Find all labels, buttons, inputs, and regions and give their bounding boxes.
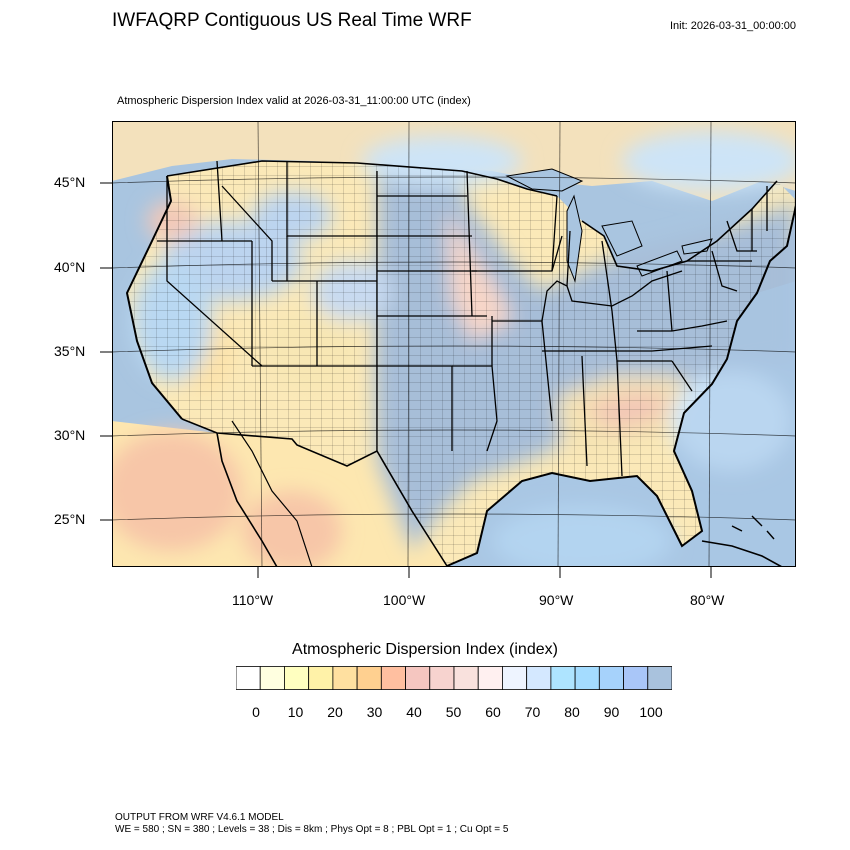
colorbar-tick-label: 40 (406, 704, 422, 720)
lat-label-40n: 40°N (54, 259, 86, 275)
colorbar-tick-label: 20 (327, 704, 343, 720)
colorbar-swatch (284, 666, 310, 690)
lat-label-45n: 45°N (54, 174, 86, 190)
lon-label-100w: 100°W (383, 592, 426, 608)
colorbar-swatch (236, 666, 261, 690)
colorbar (236, 666, 672, 690)
lon-label-90w: 90°W (539, 592, 574, 608)
footer-model: OUTPUT FROM WRF V4.6.1 MODEL (115, 812, 284, 823)
colorbar-swatch (647, 666, 672, 690)
colorbar-swatch (259, 666, 285, 690)
lon-ticks (257, 566, 712, 578)
colorbar-swatch (574, 666, 600, 690)
lat-label-25n: 25°N (54, 511, 86, 527)
lat-ticks (100, 182, 112, 521)
map-panel (112, 121, 796, 567)
colorbar-tick-label: 10 (287, 704, 304, 720)
colorbar-swatch (598, 666, 624, 690)
plot-subtitle: Atmospheric Dispersion Index valid at 20… (117, 95, 471, 107)
colorbar-tick-label: 100 (639, 704, 663, 720)
lon-label-80w: 80°W (690, 592, 725, 608)
colorbar-tick-label: 30 (366, 704, 383, 720)
init-time: Init: 2026-03-31_00:00:00 (670, 20, 796, 32)
colorbar-tick-label: 80 (564, 704, 580, 720)
colorbar-swatch (308, 666, 334, 690)
colorbar-swatch (332, 666, 358, 690)
colorbar-tick-label: 90 (603, 704, 620, 720)
colorbar-swatch (453, 666, 479, 690)
colorbar-swatch (623, 666, 649, 690)
colorbar-swatch (502, 666, 528, 690)
colorbar-tick-label: 70 (524, 704, 541, 720)
graticule (112, 121, 796, 567)
colorbar-swatch (429, 666, 455, 690)
colorbar-swatch (405, 666, 431, 690)
colorbar-title: Atmospheric Dispersion Index (index) (292, 641, 558, 658)
colorbar-tick-label: 50 (445, 704, 462, 720)
colorbar-swatch (526, 666, 552, 690)
field-layer (112, 121, 796, 567)
colorbar-swatch (356, 666, 382, 690)
plot-title: IWFAQRP Contiguous US Real Time WRF (112, 10, 472, 31)
colorbar-swatch (380, 666, 406, 690)
colorbar-swatch (550, 666, 576, 690)
colorbar-tick-label: 0 (252, 704, 260, 720)
footer-config: WE = 580 ; SN = 380 ; Levels = 38 ; Dis … (115, 824, 509, 835)
lon-label-110w: 110°W (232, 592, 274, 608)
colorbar-swatch (477, 666, 503, 690)
lat-label-35n: 35°N (54, 343, 86, 359)
lat-label-30n: 30°N (54, 427, 86, 443)
colorbar-tick-label: 60 (485, 704, 501, 720)
